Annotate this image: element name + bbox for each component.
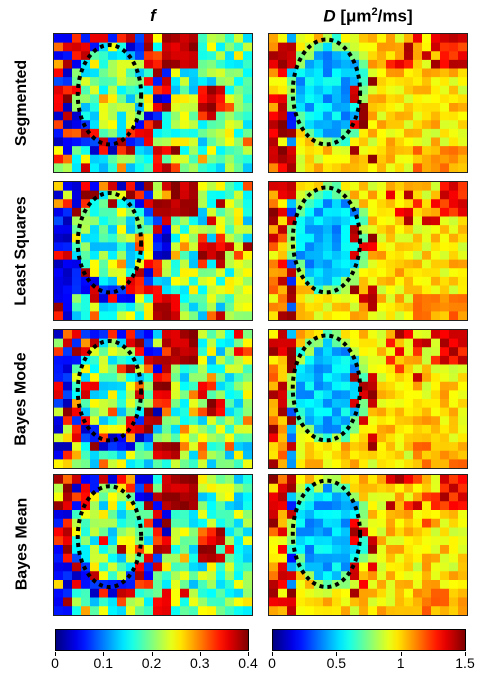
colorbar-tick [199, 652, 201, 656]
roi-contour [290, 333, 363, 443]
f-symbol: f [150, 6, 156, 25]
colorbar-tick [336, 652, 338, 656]
colorbar-tick-label: 0.5 [326, 655, 347, 671]
parameter-map [54, 475, 252, 615]
colorbar-tick [55, 652, 56, 656]
colorbar-f [55, 629, 249, 651]
parameter-map [269, 475, 467, 615]
colorbar-tick-label: 1 [396, 655, 405, 671]
colorbar-d [272, 629, 466, 651]
d-unit-tail: /ms] [377, 6, 413, 26]
colorbar-tick [103, 652, 105, 656]
colorbar-tick [465, 652, 466, 656]
parameter-map [269, 182, 467, 320]
row-label-least-squares: Least Squares [13, 196, 31, 306]
colorbar-tick-label: 0.1 [93, 655, 113, 671]
panel-f-segmented [53, 33, 253, 173]
column-title-d: D [μm2/ms] [268, 6, 468, 27]
panel-f-bayes-mode [53, 329, 253, 469]
roi-contour [290, 478, 363, 589]
colorbar-tick [272, 652, 273, 656]
row-label-bayes-mean: Bayes Mean [13, 497, 30, 591]
d-unit-sup: 2 [371, 6, 378, 18]
parameter-map [54, 330, 252, 468]
roi-contour [75, 191, 144, 295]
colorbar-tick [248, 652, 249, 656]
colorbar-tick-label: 0.4 [238, 655, 258, 671]
colorbar-tick-label: 0 [268, 655, 276, 671]
panel-d-bayes-mean [268, 474, 468, 616]
parameter-map [269, 330, 467, 468]
parameter-map [54, 34, 252, 172]
row-label-segmented: Segmented [13, 59, 30, 147]
roi-contour [290, 37, 363, 147]
row-label-bayes-mode: Bayes Mode [13, 352, 30, 446]
panel-f-least-squares [53, 181, 253, 321]
panel-d-bayes-mode [268, 329, 468, 469]
roi-contour [75, 339, 144, 443]
panel-d-segmented [268, 33, 468, 173]
colorbar-tick-label: 0.2 [141, 655, 162, 671]
panel-d-least-squares [268, 181, 468, 321]
parameter-map [54, 182, 252, 320]
parameter-map [269, 34, 467, 172]
d-symbol: D [323, 6, 336, 26]
colorbar-tick [151, 652, 153, 656]
colorbar-tick-label: 0 [51, 655, 59, 671]
panel-f-bayes-mean [53, 474, 253, 616]
colorbar-tick-label: 0.3 [190, 655, 210, 671]
d-unit: [μm [340, 6, 372, 26]
roi-contour [290, 185, 363, 295]
column-title-f: f [53, 6, 253, 26]
colorbar-tick-label: 1.5 [455, 655, 475, 671]
roi-contour [75, 43, 144, 147]
colorbar-tick [400, 652, 402, 656]
